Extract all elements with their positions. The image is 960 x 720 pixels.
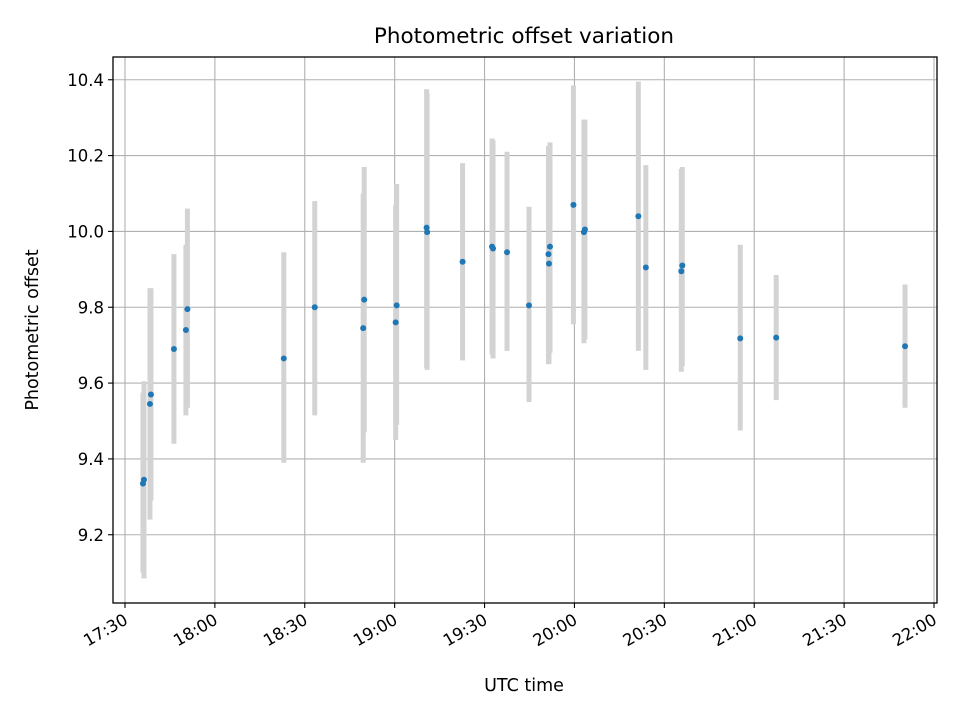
data-point <box>546 243 553 250</box>
data-point <box>184 306 191 313</box>
data-point <box>504 249 511 256</box>
data-point <box>170 345 177 352</box>
y-tick-label: 10.4 <box>67 71 104 90</box>
data-point <box>737 335 744 342</box>
y-tick-label: 9.2 <box>78 526 104 545</box>
data-point <box>146 400 153 407</box>
data-point <box>545 260 552 267</box>
data-point <box>459 258 466 265</box>
x-tick-label: 19:00 <box>350 610 401 650</box>
data-point <box>311 304 318 311</box>
data-point <box>679 262 686 269</box>
y-tick-label: 9.8 <box>78 298 104 317</box>
y-tick-label: 10.2 <box>67 147 104 166</box>
axis-ticks: 17:30 18:00 18:30 19:00 19:30 20:00 20:30 21:00… <box>67 71 940 650</box>
x-tick-label: 18:00 <box>170 610 221 650</box>
x-axis-label: UTC time <box>484 676 564 696</box>
data-point <box>140 476 147 483</box>
data-point <box>424 229 431 236</box>
data-point <box>581 226 588 233</box>
x-tick-label: 21:00 <box>710 610 761 650</box>
grid <box>113 57 937 603</box>
error-bars <box>140 81 908 579</box>
data-point <box>392 319 399 326</box>
data-point <box>393 302 400 309</box>
data-point <box>525 302 532 309</box>
data-point <box>545 251 552 258</box>
y-axis-label: Photometric offset <box>23 249 43 410</box>
data-points <box>139 201 909 487</box>
data-point <box>423 224 430 231</box>
data-point <box>360 325 367 332</box>
x-tick-label: 20:30 <box>620 610 671 650</box>
data-point <box>182 327 189 333</box>
chart-title: Photometric offset variation <box>374 24 674 49</box>
y-tick-label: 9.6 <box>78 374 104 393</box>
data-point <box>570 201 577 208</box>
data-point <box>773 334 780 341</box>
x-tick-label: 18:30 <box>260 610 311 650</box>
x-tick-label: 19:30 <box>440 610 491 650</box>
plot-frame <box>112 56 938 604</box>
y-tick-label: 10.0 <box>67 222 104 241</box>
data-point <box>642 264 649 271</box>
x-tick-label: 21:30 <box>799 610 850 650</box>
data-point <box>280 355 287 362</box>
data-point <box>361 296 368 303</box>
x-tick-label: 20:00 <box>530 610 581 650</box>
y-tick-label: 9.4 <box>78 450 104 469</box>
data-point <box>635 213 642 220</box>
data-point <box>678 268 685 275</box>
data-point <box>902 343 909 350</box>
x-tick-label: 22:00 <box>889 610 940 650</box>
data-point <box>147 391 154 398</box>
data-point <box>490 245 497 252</box>
x-tick-label: 17:30 <box>80 610 131 650</box>
